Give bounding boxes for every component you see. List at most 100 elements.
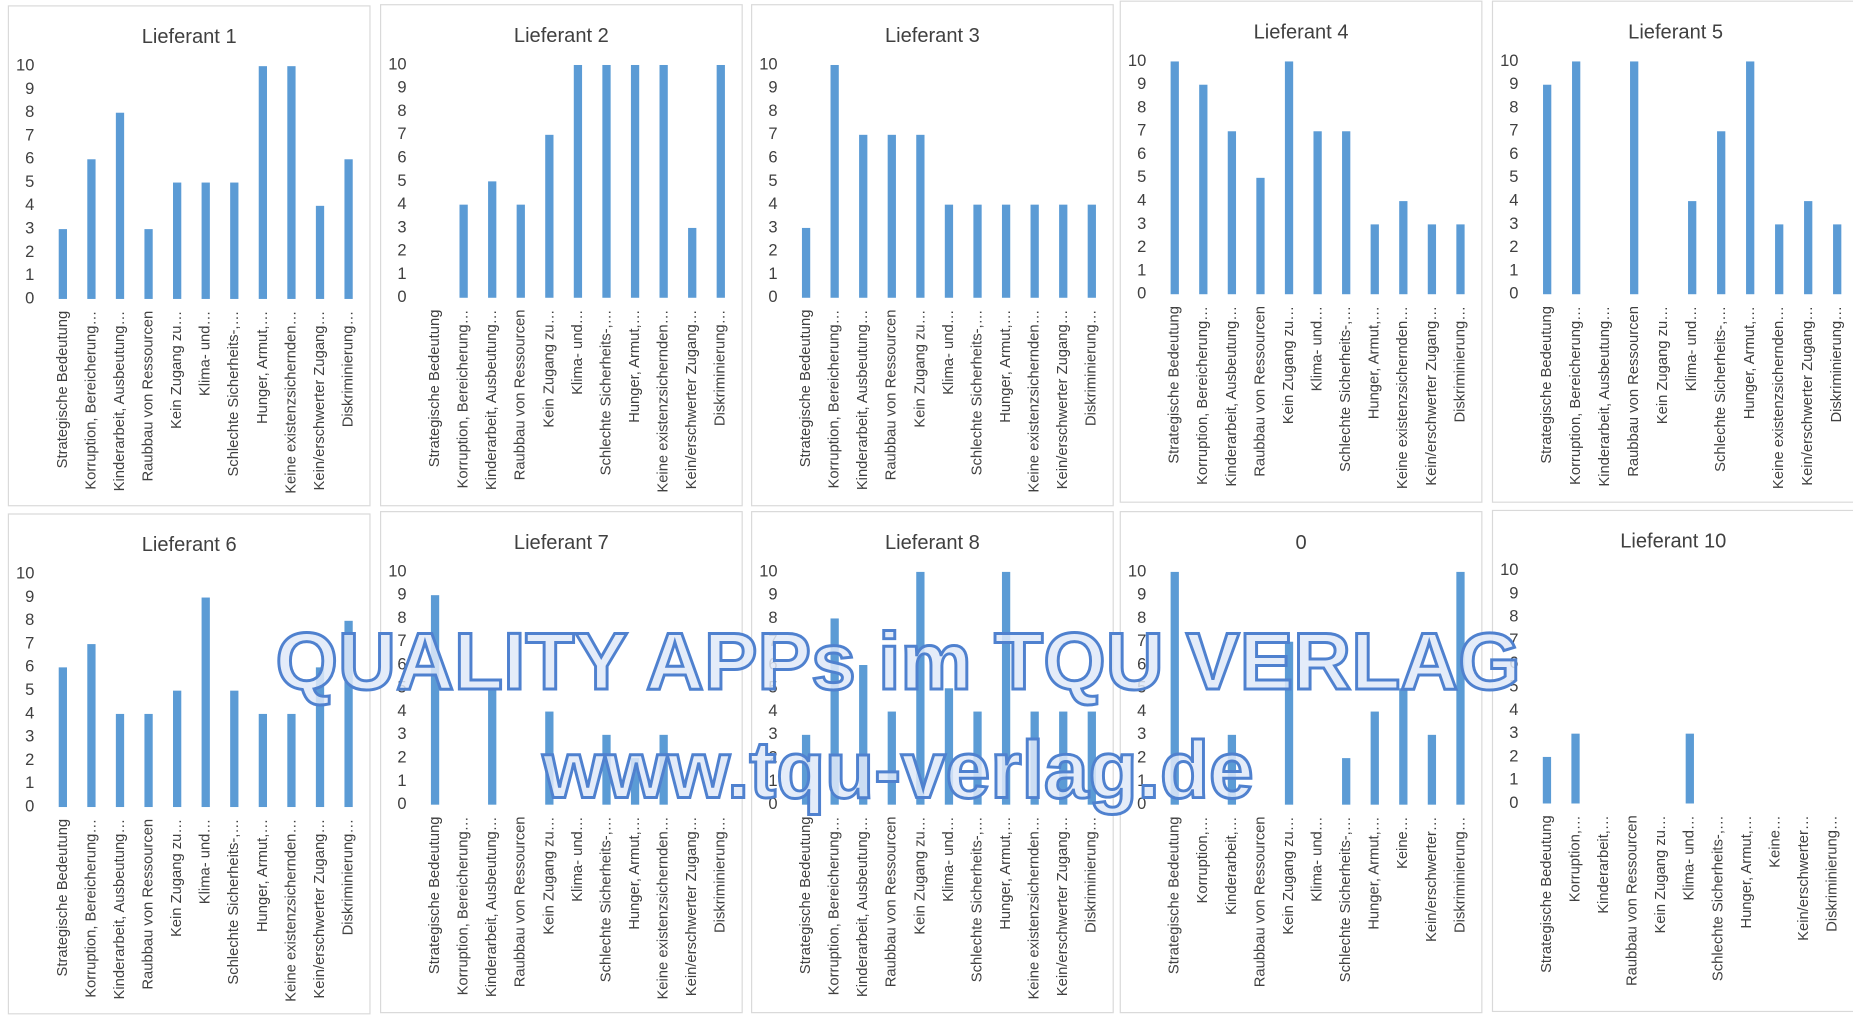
y-tick-label: 5 bbox=[25, 680, 34, 699]
y-tick-label: 0 bbox=[1509, 284, 1518, 303]
x-tick-label: Schlechte Sicherheits-,… bbox=[598, 816, 614, 982]
y-tick-label: 3 bbox=[397, 724, 406, 743]
y-tick-label: 9 bbox=[25, 587, 34, 606]
x-tick-label: Kein Zugang zu… bbox=[912, 310, 928, 428]
x-tick-label: Diskriminierung… bbox=[340, 819, 356, 936]
bar bbox=[287, 66, 296, 299]
y-tick-label: 8 bbox=[25, 102, 34, 121]
y-tick-label: 0 bbox=[1137, 284, 1146, 303]
y-tick-label: 2 bbox=[1509, 746, 1518, 765]
chart-title: Lieferant 5 bbox=[1628, 21, 1723, 43]
x-tick-label: Raubbau von Ressourcen bbox=[513, 310, 529, 481]
x-tick-label: Strategische Bedeutung bbox=[1167, 306, 1183, 464]
x-tick-label: Hunger, Armut,… bbox=[1739, 815, 1755, 928]
chart-title: Lieferant 2 bbox=[514, 25, 609, 47]
y-tick-label: 1 bbox=[768, 771, 777, 790]
bar bbox=[430, 595, 440, 805]
x-tick-label: Korruption, Bereicherung… bbox=[1568, 306, 1584, 485]
y-tick-label: 4 bbox=[25, 195, 34, 214]
bar bbox=[1717, 131, 1726, 295]
y-tick-label: 4 bbox=[1137, 190, 1146, 209]
x-tick-label: Kinderarbeit,… bbox=[1596, 815, 1612, 914]
x-tick-label: Diskriminierung… bbox=[713, 310, 729, 427]
x-tick-label: Kein/erschwerter… bbox=[1424, 816, 1440, 942]
x-tick-label: Korruption, Bereicherung… bbox=[83, 311, 99, 490]
bar bbox=[859, 665, 868, 805]
y-tick-label: 5 bbox=[25, 172, 34, 191]
y-tick-label: 3 bbox=[768, 217, 777, 236]
bar bbox=[1030, 711, 1039, 805]
bar bbox=[716, 64, 725, 298]
y-tick-label: 3 bbox=[1509, 214, 1518, 233]
bar bbox=[1427, 734, 1437, 805]
x-tick-label: Kinderarbeit, Ausbeutung… bbox=[1224, 306, 1240, 487]
bar bbox=[230, 182, 239, 299]
bar bbox=[1342, 131, 1351, 295]
bar bbox=[1001, 571, 1011, 805]
y-tick-label: 5 bbox=[397, 678, 406, 697]
x-tick-label: Kein/erschwerter Zugang… bbox=[312, 311, 328, 491]
x-tick-label: Hunger, Armut,… bbox=[255, 819, 271, 932]
y-tick-label: 2 bbox=[768, 747, 777, 766]
y-tick-label: 2 bbox=[1137, 747, 1146, 766]
x-tick-label: Kinderarbeit, Ausbeutung… bbox=[484, 310, 500, 491]
y-tick-label: 4 bbox=[397, 701, 406, 720]
y-tick-label: 6 bbox=[1137, 654, 1146, 673]
bar bbox=[144, 713, 153, 808]
bar bbox=[87, 159, 96, 299]
chart-title: 0 bbox=[1295, 532, 1306, 554]
y-tick-label: 7 bbox=[397, 631, 406, 650]
bar bbox=[659, 64, 668, 298]
x-tick-label: Keine existenzsichernden… bbox=[1027, 310, 1043, 493]
bar bbox=[1572, 61, 1581, 295]
x-tick-label: Diskriminierung… bbox=[1084, 816, 1100, 933]
watermark: QUALITY APPs im TQU VERLAG bbox=[276, 617, 1521, 707]
y-tick-label: 2 bbox=[1509, 237, 1518, 256]
y-tick-label: 3 bbox=[25, 727, 34, 746]
y-tick-label: 10 bbox=[759, 54, 777, 73]
x-tick-label: Klima- und… bbox=[198, 819, 214, 904]
y-tick-label: 6 bbox=[397, 654, 406, 673]
y-tick-label: 0 bbox=[1137, 794, 1146, 813]
x-tick-label: Klima- und… bbox=[1310, 306, 1326, 391]
x-tick-label: Klima- und… bbox=[1310, 816, 1326, 901]
bar bbox=[58, 229, 67, 299]
y-tick-label: 0 bbox=[397, 287, 406, 306]
x-tick-label: Kein Zugang zu… bbox=[1653, 815, 1669, 933]
bar bbox=[916, 134, 925, 298]
x-tick-label: Strategische Bedeutung bbox=[1539, 815, 1555, 973]
x-tick-label: Raubbau von Ressourcen bbox=[1625, 815, 1641, 986]
bar bbox=[859, 134, 868, 298]
x-tick-label: Raubbau von Ressourcen bbox=[140, 311, 156, 482]
y-tick-label: 2 bbox=[397, 241, 406, 260]
y-tick-label: 5 bbox=[1509, 167, 1518, 186]
x-tick-label: Kinderarbeit, Ausbeutung… bbox=[855, 310, 871, 491]
x-tick-label: Keine existenzsichernden… bbox=[656, 816, 672, 999]
y-tick-label: 9 bbox=[1137, 585, 1146, 604]
y-tick-label: 2 bbox=[397, 747, 406, 766]
bar bbox=[1775, 224, 1784, 295]
bar bbox=[973, 204, 982, 298]
x-tick-label: Keine existenzsichernden… bbox=[1395, 306, 1411, 489]
bar bbox=[459, 204, 468, 298]
bar bbox=[1227, 734, 1237, 805]
y-tick-label: 6 bbox=[397, 147, 406, 166]
y-tick-label: 4 bbox=[768, 194, 777, 213]
bar bbox=[1170, 571, 1179, 805]
x-tick-label: Raubbau von Ressourcen bbox=[1626, 306, 1642, 477]
bar bbox=[1746, 61, 1755, 295]
panel-border bbox=[380, 511, 743, 1014]
bar bbox=[1571, 733, 1580, 804]
y-tick-label: 1 bbox=[768, 264, 777, 283]
bar bbox=[887, 134, 896, 298]
x-tick-label: Kein/erschwerter Zugang… bbox=[684, 816, 700, 996]
x-tick-label: Kein/erschwerter Zugang… bbox=[1055, 310, 1071, 490]
y-tick-label: 6 bbox=[768, 147, 777, 166]
x-tick-label: Kein Zugang zu… bbox=[1281, 306, 1297, 424]
bar bbox=[944, 688, 954, 805]
y-tick-label: 7 bbox=[768, 124, 777, 143]
bar bbox=[801, 227, 811, 298]
y-tick-label: 9 bbox=[1509, 74, 1518, 93]
y-tick-label: 3 bbox=[1137, 724, 1146, 743]
bar bbox=[516, 204, 525, 298]
